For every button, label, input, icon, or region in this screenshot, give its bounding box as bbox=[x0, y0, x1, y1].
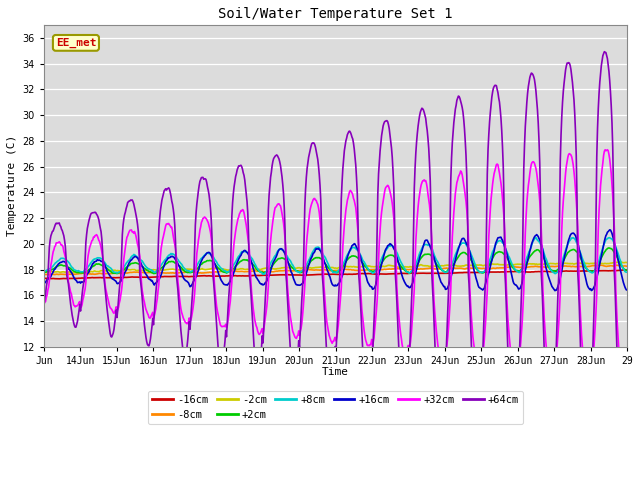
Line: +64cm: +64cm bbox=[44, 52, 627, 480]
+8cm bbox=[429, 249, 437, 255]
-2cm bbox=[623, 260, 631, 265]
Line: +16cm: +16cm bbox=[44, 230, 627, 291]
+2cm bbox=[605, 245, 612, 251]
+32cm bbox=[267, 238, 275, 243]
-2cm bbox=[396, 264, 404, 270]
+2cm bbox=[268, 264, 275, 270]
Title: Soil/Water Temperature Set 1: Soil/Water Temperature Set 1 bbox=[218, 7, 453, 21]
-2cm bbox=[267, 265, 275, 271]
-2cm bbox=[216, 266, 223, 272]
Line: -2cm: -2cm bbox=[44, 262, 627, 273]
Line: +32cm: +32cm bbox=[44, 150, 627, 388]
+16cm bbox=[109, 276, 116, 282]
-8cm bbox=[246, 268, 253, 274]
+8cm bbox=[259, 272, 267, 277]
+16cm bbox=[267, 268, 275, 274]
+16cm bbox=[396, 264, 404, 270]
+32cm bbox=[216, 319, 223, 325]
+64cm bbox=[429, 284, 436, 290]
+2cm bbox=[623, 268, 631, 274]
Text: EE_met: EE_met bbox=[56, 38, 96, 48]
-16cm bbox=[397, 270, 404, 276]
-2cm bbox=[429, 263, 436, 269]
-8cm bbox=[109, 270, 117, 276]
-16cm bbox=[56, 276, 63, 282]
Legend: -16cm, -8cm, -2cm, +2cm, +8cm, +16cm, +32cm, +64cm: -16cm, -8cm, -2cm, +2cm, +8cm, +16cm, +3… bbox=[148, 391, 523, 424]
-16cm bbox=[268, 272, 275, 278]
-8cm bbox=[429, 265, 437, 271]
+8cm bbox=[216, 264, 223, 269]
+32cm bbox=[620, 385, 628, 391]
+16cm bbox=[216, 273, 223, 279]
-2cm bbox=[244, 266, 252, 272]
+64cm bbox=[109, 332, 116, 338]
+16cm bbox=[40, 280, 48, 286]
Line: +2cm: +2cm bbox=[44, 248, 627, 274]
X-axis label: Time: Time bbox=[322, 367, 349, 377]
Y-axis label: Temperature (C): Temperature (C) bbox=[7, 135, 17, 237]
+32cm bbox=[396, 324, 404, 330]
+8cm bbox=[109, 268, 116, 274]
+64cm bbox=[267, 174, 275, 180]
+32cm bbox=[623, 371, 631, 376]
+8cm bbox=[623, 269, 631, 275]
-2cm bbox=[109, 267, 116, 273]
+8cm bbox=[397, 259, 404, 264]
-8cm bbox=[594, 262, 602, 268]
+2cm bbox=[40, 270, 48, 276]
+64cm bbox=[40, 302, 48, 308]
+16cm bbox=[244, 252, 252, 258]
-8cm bbox=[623, 264, 631, 269]
-16cm bbox=[246, 273, 253, 279]
+8cm bbox=[268, 259, 275, 264]
+16cm bbox=[623, 287, 631, 293]
+16cm bbox=[606, 227, 614, 233]
+16cm bbox=[429, 251, 436, 256]
+2cm bbox=[429, 255, 437, 261]
+32cm bbox=[602, 147, 609, 153]
+64cm bbox=[216, 360, 223, 365]
+32cm bbox=[109, 308, 116, 313]
+8cm bbox=[40, 269, 48, 275]
+8cm bbox=[244, 251, 252, 256]
+64cm bbox=[396, 370, 404, 376]
-16cm bbox=[216, 273, 224, 279]
+32cm bbox=[40, 301, 48, 307]
-8cm bbox=[216, 269, 224, 275]
+8cm bbox=[532, 235, 540, 240]
+32cm bbox=[429, 254, 436, 260]
-2cm bbox=[40, 270, 48, 276]
+2cm bbox=[109, 270, 116, 276]
+64cm bbox=[619, 479, 627, 480]
+2cm bbox=[397, 263, 404, 269]
-2cm bbox=[617, 259, 625, 265]
+16cm bbox=[551, 288, 559, 294]
+2cm bbox=[246, 259, 253, 264]
+32cm bbox=[244, 240, 252, 246]
-16cm bbox=[40, 276, 48, 281]
+64cm bbox=[623, 391, 631, 397]
+2cm bbox=[216, 267, 224, 273]
-8cm bbox=[51, 272, 58, 277]
Line: +8cm: +8cm bbox=[44, 238, 627, 275]
-16cm bbox=[429, 270, 437, 276]
-8cm bbox=[268, 269, 275, 275]
-16cm bbox=[109, 275, 117, 280]
+64cm bbox=[600, 49, 608, 55]
-8cm bbox=[397, 266, 404, 272]
+2cm bbox=[113, 271, 121, 276]
-16cm bbox=[623, 267, 631, 273]
+64cm bbox=[244, 232, 252, 238]
Line: -8cm: -8cm bbox=[44, 265, 627, 275]
Line: -16cm: -16cm bbox=[44, 270, 627, 279]
-8cm bbox=[40, 272, 48, 277]
-16cm bbox=[622, 267, 630, 273]
